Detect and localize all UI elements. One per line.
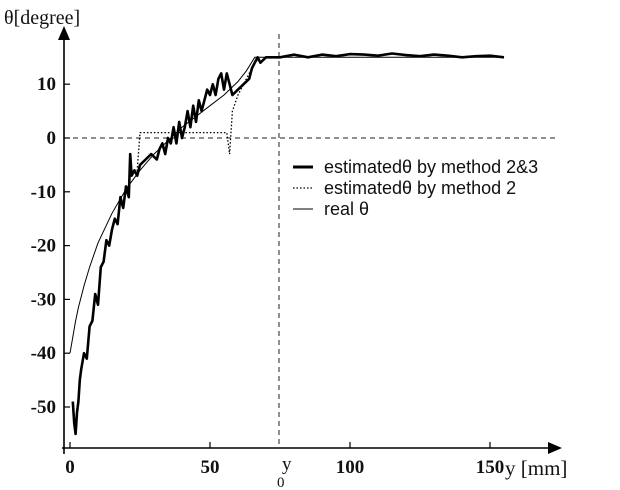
x-tick-label: 100 xyxy=(336,457,365,478)
chart-plot-area xyxy=(64,34,555,448)
y-tick-label: -10 xyxy=(31,182,56,203)
legend-label-method-2: estimatedθ by method 2 xyxy=(324,178,516,198)
y-tick-label: -50 xyxy=(31,397,56,418)
y-tick-label: -30 xyxy=(31,289,56,310)
y0-marker-subscript: 0 xyxy=(277,475,285,490)
y-tick-label: -40 xyxy=(31,343,56,364)
series-line-1 xyxy=(131,56,261,177)
legend-label-real: real θ xyxy=(324,199,369,219)
y-axis-arrow xyxy=(58,26,70,40)
y0-marker-label: y xyxy=(282,454,292,475)
y-tick-label: 10 xyxy=(37,74,56,95)
chart-series-layer xyxy=(69,52,505,436)
series-line-0 xyxy=(71,52,505,436)
legend: estimatedθ by method 2&3 estimatedθ by m… xyxy=(293,157,538,219)
x-axis-label: y [mm] xyxy=(505,456,567,480)
y-axis-label: θ[degree] xyxy=(4,7,80,29)
x-tick-label: 150 xyxy=(476,457,505,478)
y-tick-label: -20 xyxy=(31,236,56,257)
x-tick-label: 0 xyxy=(65,457,75,478)
legend-label-method-2-3: estimatedθ by method 2&3 xyxy=(324,157,538,177)
x-axis-arrow xyxy=(548,442,562,454)
series-line-2 xyxy=(69,56,504,354)
y-tick-label: 0 xyxy=(47,128,57,149)
x-tick-label: 50 xyxy=(201,457,220,478)
